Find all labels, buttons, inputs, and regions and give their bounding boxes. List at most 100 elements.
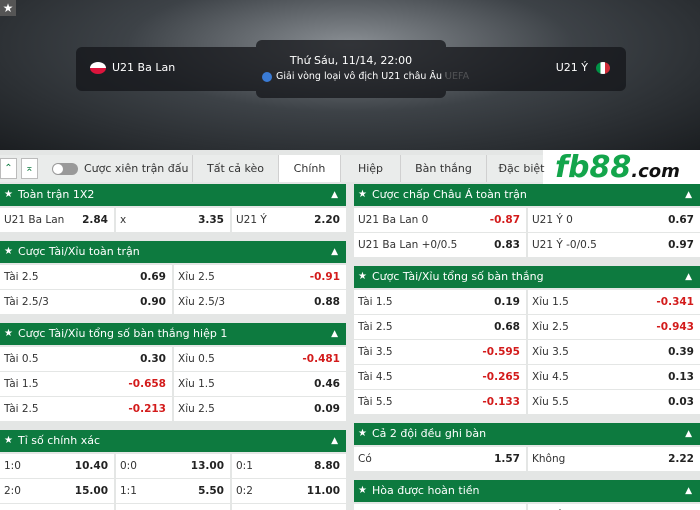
odds-cell[interactable]: U21 Ý 2.20 xyxy=(232,208,346,232)
odd: 8.80 xyxy=(314,460,340,472)
bet-label: Tài 2.5 xyxy=(358,321,393,333)
bet-label: Xỉu 3.5 xyxy=(532,346,569,358)
bet-label: U21 Ý 0 xyxy=(532,214,573,226)
odds-cell[interactable]: 0:319.00 xyxy=(232,504,346,510)
odds-cell[interactable]: Tài 1.5 0.19 xyxy=(354,290,526,314)
pin-star[interactable]: ★ xyxy=(4,246,13,257)
section-header[interactable]: Cả 2 đội đều ghi bàn ★ ▲ xyxy=(354,423,700,445)
odd: -0.341 xyxy=(656,296,694,308)
tab-label: Hiệp xyxy=(357,162,384,175)
odds-cell[interactable]: Xỉu 2.5 0.09 xyxy=(174,397,346,421)
odds-cell[interactable]: Tài 2.5/3 0.90 xyxy=(0,290,172,314)
collapse-button[interactable]: ⌃ xyxy=(0,158,17,179)
bet-label: 0:0 xyxy=(120,460,137,472)
italy-flag xyxy=(596,62,610,74)
odds-cell[interactable]: U21 Ý -0/0.5 0.97 xyxy=(528,233,700,257)
odds-cell[interactable]: Tài 4.5 -0.265 xyxy=(354,365,526,389)
odds-cell[interactable]: U21 Ba Lan 2.84 xyxy=(0,208,114,232)
odds-cell[interactable]: Tài 5.5 -0.133 xyxy=(354,390,526,414)
bet-label: Tài 2.5/3 xyxy=(4,296,49,308)
pin-star[interactable]: ★ xyxy=(358,189,367,200)
collapse-caret[interactable]: ▲ xyxy=(685,486,692,496)
collapse-caret[interactable]: ▲ xyxy=(685,429,692,439)
odds-cell[interactable]: 2:0 15.00 xyxy=(0,479,114,503)
pin-star[interactable]: ★ xyxy=(4,328,13,339)
odd: -0.91 xyxy=(309,271,340,283)
odds-cell[interactable]: Xỉu 2.5/3 0.88 xyxy=(174,290,346,314)
tab[interactable]: Chính21 xyxy=(278,155,340,202)
odds-cell[interactable]: Tài 0.5 0.30 xyxy=(0,347,172,371)
odds-cell[interactable]: U21 Ý 0 0.67 xyxy=(528,208,700,232)
odds-cell[interactable]: Xỉu 2.5 -0.91 xyxy=(174,265,346,289)
pin-star[interactable]: ★ xyxy=(358,428,367,439)
odds-cell[interactable]: 0:1 8.80 xyxy=(232,454,346,478)
section-header[interactable]: Tỉ số chính xác ★ ▲ xyxy=(0,430,346,452)
odds-cell[interactable]: Không 2.22 xyxy=(528,447,700,471)
odds-cell[interactable]: Xỉu 1.5 0.46 xyxy=(174,372,346,396)
odds-cell[interactable]: U21 Ba Lan 0 -0.87 xyxy=(354,208,526,232)
odds-cell[interactable]: Xỉu 5.5 0.03 xyxy=(528,390,700,414)
section-header[interactable]: Cược Tài/Xỉu toàn trận ★ ▲ xyxy=(0,241,346,263)
bet-label: Tài 2.5 xyxy=(4,403,39,415)
collapse-caret[interactable]: ▲ xyxy=(331,436,338,446)
pin-star[interactable]: ★ xyxy=(358,485,367,496)
odd: 10.40 xyxy=(74,460,108,472)
bet-label: U21 Ba Lan 0 xyxy=(358,214,429,226)
favorite-star[interactable]: ★ xyxy=(0,0,16,16)
section-header[interactable]: Cược chấp Châu Á toàn trận ★ ▲ xyxy=(354,184,700,206)
tab-label: Chính xyxy=(293,162,326,175)
section-header[interactable]: Cược Tài/Xỉu tổng số bàn thắng ★ ▲ xyxy=(354,266,700,288)
parlay-toggle[interactable] xyxy=(52,163,78,175)
collapse-caret[interactable]: ▲ xyxy=(331,247,338,257)
pin-star[interactable]: ★ xyxy=(358,271,367,282)
odds-cell[interactable]: x 3.35 xyxy=(116,208,230,232)
section-header[interactable]: Toàn trận 1X2 ★ ▲ xyxy=(0,184,346,206)
odds-cell[interactable]: Tài 3.5 -0.595 xyxy=(354,340,526,364)
collapse-caret[interactable]: ▲ xyxy=(331,329,338,339)
collapse-caret[interactable]: ▲ xyxy=(685,190,692,200)
odds-cell[interactable]: 2:19.80 xyxy=(0,504,114,510)
bet-label: Tài 1.5 xyxy=(358,296,393,308)
odd: 19.00 xyxy=(307,504,340,510)
tab[interactable]: Bàn thắng17 xyxy=(400,155,486,202)
pin-star[interactable]: ★ xyxy=(4,435,13,446)
odds-cell[interactable]: U21 Ba Lan +0/0.5 0.83 xyxy=(354,233,526,257)
odd: 15.00 xyxy=(74,485,108,497)
odds-cell[interactable]: U21 Ý1.64 xyxy=(528,504,700,510)
odds-cell[interactable]: 1:1 5.50 xyxy=(116,479,230,503)
odds-cell[interactable]: Xỉu 3.5 0.39 xyxy=(528,340,700,364)
odds-cell[interactable]: 1:0 10.40 xyxy=(0,454,114,478)
tab[interactable]: Tất cả kèo135 xyxy=(192,155,278,202)
bet-label: 0:2 xyxy=(236,485,253,497)
tab-label: Bàn thắng xyxy=(415,162,472,175)
odd: -0.943 xyxy=(656,321,694,333)
odds-cell[interactable]: Tài 2.5 0.68 xyxy=(354,315,526,339)
bet-label: Tài 4.5 xyxy=(358,371,393,383)
expand-button[interactable]: ⌅ xyxy=(21,158,38,179)
odds-cell[interactable]: Xỉu 0.5 -0.481 xyxy=(174,347,346,371)
bet-label: Xỉu 0.5 xyxy=(178,353,215,365)
parlay-label: Cược xiên trận đấu xyxy=(84,162,189,175)
section-header[interactable]: Cược Tài/Xỉu tổng số bàn thắng hiệp 1 ★ ▲ xyxy=(0,323,346,345)
odds-cell[interactable]: 2:28.60 xyxy=(116,504,230,510)
odds-cell[interactable]: Xỉu 1.5 -0.341 xyxy=(528,290,700,314)
odds-cell[interactable]: Có 1.57 xyxy=(354,447,526,471)
odds-cell[interactable]: Xỉu 2.5 -0.943 xyxy=(528,315,700,339)
section-header[interactable]: Hòa được hoàn tiền ★ ▲ xyxy=(354,480,700,502)
odd: -0.481 xyxy=(302,353,340,365)
odds-cell[interactable]: Tài 2.5 0.69 xyxy=(0,265,172,289)
collapse-caret[interactable]: ▲ xyxy=(685,272,692,282)
odds-cell[interactable]: 0:2 11.00 xyxy=(232,479,346,503)
odds-cell[interactable]: 0:0 13.00 xyxy=(116,454,230,478)
tab[interactable]: Hiệp19 xyxy=(340,155,400,202)
tab[interactable]: Đặc biệt4 xyxy=(486,155,556,202)
bet-label: 1:0 xyxy=(4,460,21,472)
odds-cell[interactable]: Tài 1.5 -0.658 xyxy=(0,372,172,396)
odds-cell[interactable]: Xỉu 4.5 0.13 xyxy=(528,365,700,389)
pin-star[interactable]: ★ xyxy=(4,189,13,200)
odd: 0.67 xyxy=(668,214,694,226)
odds-cell[interactable]: Tài 2.5 -0.213 xyxy=(0,397,172,421)
league-name: Giải vòng loại vô địch U21 châu Âu UEFA xyxy=(276,71,470,82)
collapse-caret[interactable]: ▲ xyxy=(331,190,338,200)
